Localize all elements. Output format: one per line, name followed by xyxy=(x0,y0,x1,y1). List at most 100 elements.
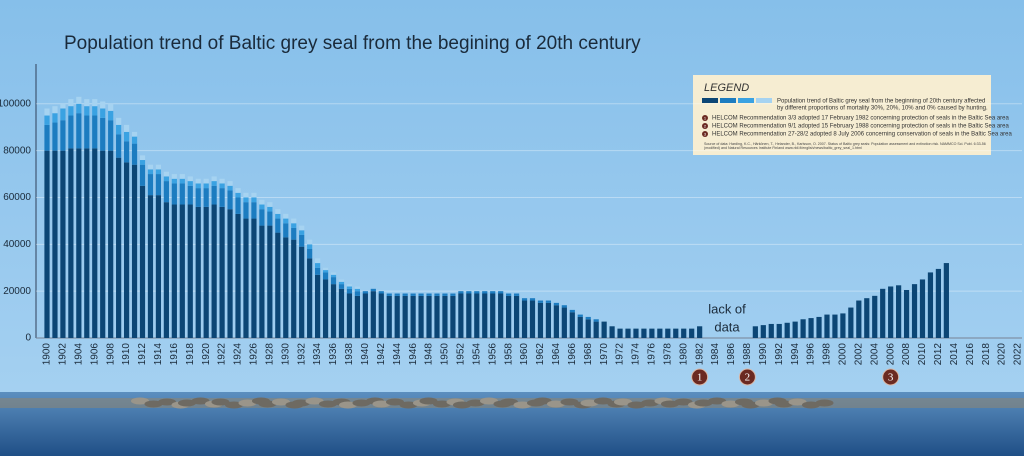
bar-segment xyxy=(227,190,233,210)
bar-segment xyxy=(203,188,209,207)
seal xyxy=(211,398,230,406)
bar-segment xyxy=(123,131,130,142)
bar-segment xyxy=(641,328,647,338)
y-tick-label: 20000 xyxy=(3,286,31,297)
bar-segment xyxy=(283,237,289,338)
bar-segment xyxy=(561,307,567,338)
seal xyxy=(480,397,498,405)
bar-segment xyxy=(291,227,297,240)
seal xyxy=(319,400,337,408)
bar-segment xyxy=(123,162,130,338)
bar-segment xyxy=(179,204,185,338)
seal xyxy=(627,401,646,409)
x-tick-label: 1918 xyxy=(185,343,196,366)
bar-segment xyxy=(243,218,249,338)
bar-segment xyxy=(299,225,305,231)
bar-segment xyxy=(100,117,106,151)
seal xyxy=(372,400,391,408)
x-tick-label: 1952 xyxy=(456,343,467,366)
bar-segment xyxy=(291,239,297,338)
x-tick-label: 1976 xyxy=(647,343,658,366)
bar-segment xyxy=(354,288,361,292)
x-tick-label: 1928 xyxy=(264,343,275,366)
bar-segment xyxy=(44,150,50,338)
bar-segment xyxy=(203,183,209,189)
seal xyxy=(547,400,565,408)
bar-segment xyxy=(283,223,289,238)
x-tick-label: 1914 xyxy=(153,343,164,366)
seal xyxy=(513,401,532,409)
bar-segment xyxy=(235,197,241,214)
bar-segment xyxy=(116,134,122,158)
bar-segment xyxy=(402,295,408,338)
bar-segment xyxy=(155,174,162,196)
bar-segment xyxy=(307,258,313,338)
seal xyxy=(144,400,163,408)
legend-swatch xyxy=(756,98,772,103)
legend-text: Population trend of Baltic grey seal fro… xyxy=(777,99,985,105)
bar-segment xyxy=(171,183,177,205)
bar-segment xyxy=(410,293,416,296)
seal xyxy=(339,401,357,409)
bar-segment xyxy=(131,164,138,338)
x-tick-label: 1960 xyxy=(519,343,530,366)
bar-segment xyxy=(219,183,225,189)
bar-segment xyxy=(60,108,66,121)
bar-segment xyxy=(139,160,146,165)
x-tick-label: 2008 xyxy=(901,343,912,366)
bar-segment xyxy=(251,218,257,338)
bar-segment xyxy=(219,206,225,338)
bar-segment xyxy=(283,213,289,219)
bar-segment xyxy=(322,272,329,280)
legend-marker xyxy=(702,131,708,137)
seal xyxy=(741,401,760,409)
x-tick-label: 1916 xyxy=(169,343,180,366)
bar-segment xyxy=(251,192,257,198)
bar-segment xyxy=(187,204,193,338)
x-tick-label: 1972 xyxy=(615,343,626,366)
x-tick-label: 1982 xyxy=(694,343,705,366)
bar-segment xyxy=(322,267,329,271)
bar-segment xyxy=(322,270,329,273)
bar-segment xyxy=(76,103,82,114)
bar-segment xyxy=(76,148,82,338)
bar-segment xyxy=(800,319,806,338)
bar-segment xyxy=(888,286,894,338)
seal xyxy=(258,400,277,408)
bar-segment xyxy=(346,286,353,289)
bar-segment xyxy=(307,249,313,259)
bar-segment xyxy=(529,298,536,301)
bar-segment xyxy=(60,103,66,109)
x-tick-label: 1904 xyxy=(73,343,84,366)
seal xyxy=(788,398,807,406)
x-tick-label: 1934 xyxy=(312,343,323,366)
bar-segment xyxy=(370,288,376,292)
bar-segment xyxy=(418,295,424,338)
legend-item: HELCOM Recommendation 3/3 adopted 17 Feb… xyxy=(712,116,1010,122)
seal xyxy=(500,398,518,406)
bar-segment xyxy=(657,328,663,338)
x-tick-label: 1924 xyxy=(233,343,244,366)
bar-segment xyxy=(147,169,154,175)
x-tick-label: 1942 xyxy=(376,343,387,366)
bar-segment xyxy=(537,302,544,338)
legend-text: by different proportions of mortality 30… xyxy=(777,106,988,112)
bar-segment xyxy=(346,288,353,294)
bar-segment xyxy=(307,244,313,250)
x-tick-label: 2022 xyxy=(1013,343,1024,366)
bar-segment xyxy=(275,209,281,214)
bar-segment xyxy=(195,183,201,189)
bar-segment xyxy=(816,316,822,338)
bar-segment xyxy=(52,122,58,151)
bar-segment xyxy=(506,295,512,338)
x-tick-label: 2004 xyxy=(869,343,880,366)
bar-segment xyxy=(665,328,671,338)
bar-segment xyxy=(346,293,353,338)
bar-segment xyxy=(649,328,655,338)
bar-segment xyxy=(92,106,98,116)
bar-segment xyxy=(203,206,209,338)
bar-segment xyxy=(195,178,201,184)
seal xyxy=(721,400,740,408)
bar-segment xyxy=(187,176,193,182)
bar-segment xyxy=(299,246,305,338)
